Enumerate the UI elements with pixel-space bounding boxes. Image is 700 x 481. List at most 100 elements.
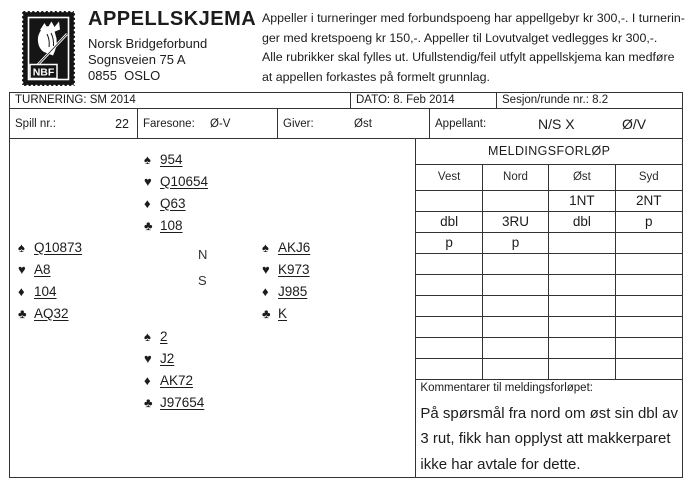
auction-col-syd: Syd (638, 171, 659, 184)
auction-cell (482, 190, 550, 212)
auction-cell (416, 316, 483, 338)
spade-icon: ♠ (18, 239, 25, 255)
auction-cell (416, 358, 483, 380)
auction-cell (615, 317, 682, 338)
sesjon-label: Sesjon/runde nr.: (502, 94, 593, 106)
hand-suit-line: ♠ AKJ6 (262, 236, 310, 258)
card-values: AK72 (160, 372, 194, 388)
east-hand: ♠ AKJ6 ♥ K973 ♦ J985 ♣ K (262, 236, 310, 324)
auction-cell (615, 233, 682, 254)
hand-suit-line: ♣ J97654 (144, 391, 204, 413)
dato-field: DATO: 8. Feb 2014 (351, 93, 497, 108)
dato-value: 8. Feb 2014 (393, 94, 455, 106)
hand-suit-line: ♦ Q63 (144, 192, 208, 214)
compass-south-label: S (198, 273, 207, 288)
club-icon: ♣ (144, 394, 153, 410)
sesjon-field: Sesjon/runde nr.: 8.2 (497, 93, 682, 108)
form-title: APPELLSKJEMA (88, 8, 257, 30)
faresone-field: Faresone: Ø-V (138, 109, 278, 138)
card-values: AKJ6 (278, 239, 311, 255)
auction-cell: 3RU (482, 211, 550, 233)
north-hand: ♠ 954 ♥ Q10654 ♦ Q63 ♣ 108 (144, 148, 208, 236)
nbf-stamp-icon: NBF (20, 9, 77, 88)
auction-cell: 2NT (615, 191, 682, 212)
auction-cell (615, 359, 682, 380)
compass-north-label: N (198, 247, 208, 262)
board-info-row: Spill nr.: 22 Faresone: Ø-V Giver: Øst A… (10, 109, 682, 139)
comments-text: På spørsmål fra nord om øst sin dbl av 3… (420, 401, 678, 478)
card-values: K (278, 305, 288, 321)
heart-icon: ♥ (144, 350, 152, 366)
instructions-line: Alle rubrikker skal fylles ut. Ufullsten… (262, 50, 675, 64)
card-values: 104 (34, 283, 57, 299)
hand-suit-line: ♠ 2 (144, 325, 204, 347)
nbf-logo: NBF (20, 9, 77, 88)
auction-cell (615, 338, 682, 359)
appellant-ov-value: Ø/V (622, 115, 647, 132)
turnering-label: TURNERING: (15, 94, 90, 106)
comments-label: Kommentarer til meldingsforløpet: (420, 381, 593, 394)
auction-row: 1NT 2NT (416, 190, 682, 212)
auction-cell (482, 337, 550, 359)
auction-cell (615, 254, 682, 275)
auction-cell (416, 253, 483, 275)
club-icon: ♣ (144, 217, 153, 233)
auction-cell (416, 274, 483, 296)
dato-label: DATO: (356, 94, 394, 106)
spill-value: 22 (115, 116, 129, 131)
card-values: 954 (160, 151, 183, 167)
card-values: K973 (278, 261, 310, 277)
auction-title: MELDINGSFORLØP (416, 139, 682, 165)
auction-cell (416, 295, 483, 317)
hand-suit-line: ♦ AK72 (144, 369, 204, 391)
hand-suit-line: ♣ 108 (144, 214, 208, 236)
card-values: AQ32 (34, 305, 69, 321)
sesjon-value: 8.2 (592, 94, 609, 106)
form-main: ♠ 954 ♥ Q10654 ♦ Q63 ♣ 108 ♠ Q10873 ♥ A8 ♦ 104 … (10, 139, 682, 477)
spade-icon: ♠ (144, 328, 151, 344)
auction-cell: p (416, 232, 483, 254)
hand-suit-line: ♦ J985 (262, 280, 310, 302)
auction-row (416, 316, 682, 338)
card-values: A8 (34, 261, 51, 277)
appellant-label: Appellant: (435, 117, 487, 130)
spill-label: Spill nr.: (15, 117, 56, 130)
heart-icon: ♥ (144, 173, 152, 189)
diamond-icon: ♦ (144, 195, 151, 211)
auction-cell (549, 253, 616, 275)
west-hand: ♠ Q10873 ♥ A8 ♦ 104 ♣ AQ32 (18, 236, 82, 324)
giver-value: Øst (354, 117, 372, 130)
comment-line: ikke har avtale for dette. (420, 455, 581, 473)
auction-cell: dbl (416, 211, 483, 233)
hand-suit-line: ♠ Q10873 (18, 236, 82, 258)
hand-suit-line: ♥ J2 (144, 347, 204, 369)
hand-suit-line: ♥ Q10654 (144, 170, 208, 192)
auction-cell (416, 337, 483, 359)
auction-cell (549, 274, 616, 296)
card-values: 2 (160, 328, 168, 344)
instructions-line: Appeller i turneringer med forbundspoeng… (262, 11, 685, 25)
auction-row (416, 337, 682, 359)
auction-pane: MELDINGSFORLØP Vest Nord Øst Syd 1NT 2NT… (416, 139, 682, 477)
card-values: Q63 (160, 195, 186, 211)
diamond-icon: ♦ (18, 283, 25, 299)
nbf-logo-text: NBF (33, 67, 55, 79)
appellant-ns-value: N/S X (538, 115, 575, 132)
form-frame: TURNERING: SM 2014 DATO: 8. Feb 2014 Ses… (9, 92, 683, 478)
auction-col-vest: Vest (416, 164, 483, 190)
auction-cell: p (615, 212, 682, 233)
auction-cell (416, 190, 483, 212)
auction-row (416, 253, 682, 275)
faresone-value: Ø-V (210, 117, 231, 130)
org-street: Sognsveien 75 A (88, 52, 186, 67)
deal-diagram: ♠ 954 ♥ Q10654 ♦ Q63 ♣ 108 ♠ Q10873 ♥ A8 ♦ 104 … (10, 139, 417, 477)
auction-row (416, 274, 682, 296)
card-values: J985 (278, 283, 308, 299)
org-name: Norsk Bridgeforbund (88, 36, 208, 51)
auction-row: p p (416, 232, 682, 254)
auction-header-row: Vest Nord Øst Syd (416, 164, 682, 191)
hand-suit-line: ♣ AQ32 (18, 302, 82, 324)
title-block: APPELLSKJEMA Norsk Bridgeforbund Sognsve… (88, 8, 256, 84)
south-hand: ♠ 2 ♥ J2 ♦ AK72 ♣ J97654 (144, 325, 204, 413)
